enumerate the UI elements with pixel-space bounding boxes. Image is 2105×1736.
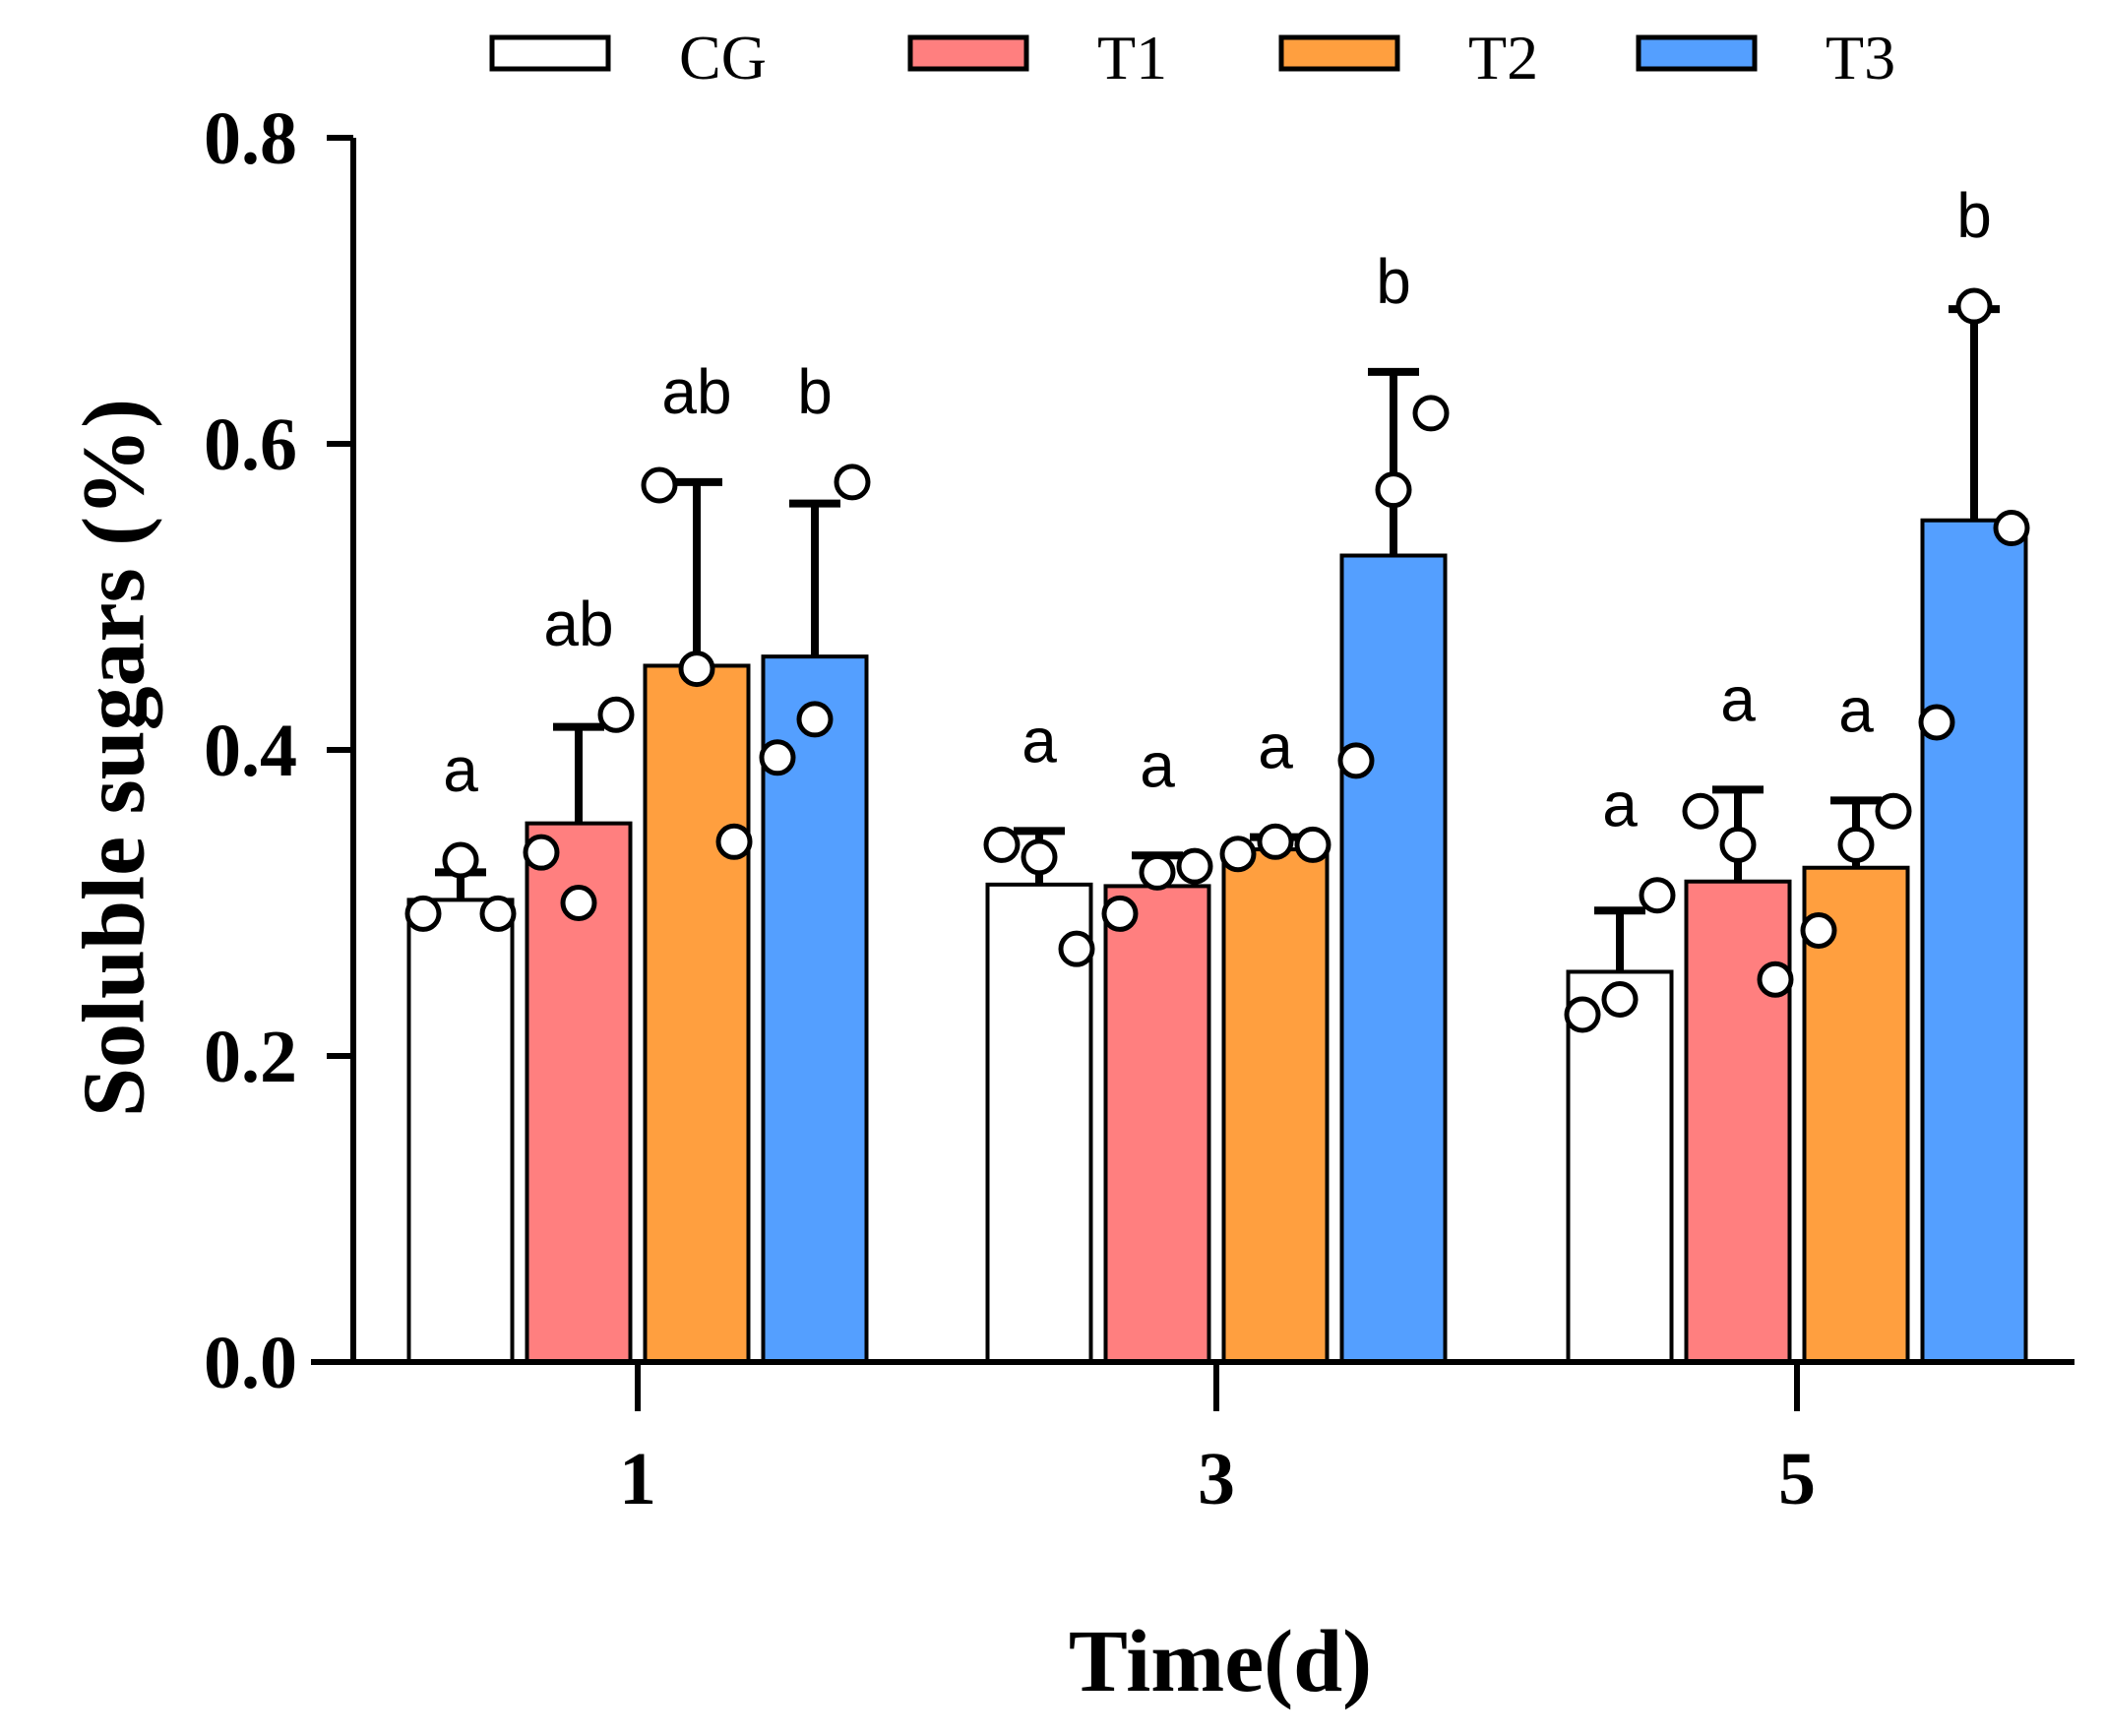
y-axis: 0.0 0.2 0.4 0.6 0.8	[204, 97, 353, 1404]
data-points	[404, 287, 2030, 1033]
y-tick-label: 0.4	[204, 710, 297, 792]
data-point	[1375, 471, 1412, 509]
data-point	[404, 895, 442, 932]
bar	[643, 663, 751, 1364]
y-tick-label: 0.8	[204, 97, 297, 180]
bar	[1920, 518, 2028, 1364]
significance-label: b	[797, 356, 833, 427]
data-point	[641, 466, 678, 504]
y-axis-title: Soluble sugars (%)	[66, 399, 163, 1117]
data-point	[1101, 895, 1139, 932]
x-tick-label: 3	[1198, 1438, 1235, 1520]
data-point	[678, 651, 715, 688]
data-point	[1837, 826, 1875, 863]
significance-label: a	[1838, 674, 1874, 745]
data-point	[597, 696, 635, 733]
data-point	[560, 885, 597, 921]
data-point	[1993, 510, 2030, 547]
significance-label: a	[1720, 663, 1756, 734]
x-axis: 1 3 5	[619, 1362, 1816, 1520]
legend-label: T2	[1468, 23, 1538, 93]
data-point	[1601, 980, 1639, 1018]
data-point	[1176, 847, 1213, 885]
legend-swatch	[907, 34, 1029, 72]
bar	[1221, 847, 1330, 1364]
significance-label: a	[443, 734, 478, 805]
y-tick-label: 0.6	[204, 403, 297, 486]
data-point	[1412, 395, 1450, 432]
legend-label: T1	[1097, 23, 1167, 93]
data-point	[479, 895, 517, 932]
significance-label: ab	[661, 356, 731, 427]
data-point	[1955, 287, 1993, 325]
x-tick-label: 5	[1778, 1438, 1816, 1520]
significance-label: ab	[543, 589, 613, 659]
x-tick-label: 1	[619, 1438, 656, 1520]
data-point	[983, 826, 1021, 863]
significance-label: a	[1258, 712, 1293, 782]
significance-label: b	[1956, 180, 1992, 251]
legend-swatch	[1636, 34, 1758, 72]
data-point	[442, 841, 479, 879]
legend: CG T1 T2 T3	[489, 23, 1895, 93]
bar	[1684, 879, 1792, 1364]
data-point	[1219, 836, 1257, 873]
data-point	[1139, 853, 1176, 891]
data-point	[1021, 838, 1058, 876]
bar	[1103, 884, 1211, 1365]
x-axis-title: Time(d)	[1069, 1613, 1372, 1710]
data-point	[1257, 823, 1294, 860]
data-point	[715, 823, 753, 860]
bars	[406, 518, 2028, 1365]
bar	[406, 898, 515, 1364]
significance-label: a	[1022, 705, 1057, 775]
data-point	[1918, 704, 1955, 741]
data-point	[1639, 877, 1676, 914]
data-point	[1682, 792, 1719, 830]
legend-label: CG	[679, 23, 767, 93]
data-point	[1757, 961, 1794, 998]
data-point	[1058, 930, 1095, 967]
data-point	[1564, 996, 1601, 1033]
significance-label: b	[1376, 246, 1411, 317]
data-point	[1719, 826, 1757, 863]
bar	[1339, 553, 1448, 1364]
data-point	[759, 739, 796, 776]
data-point	[1294, 826, 1331, 863]
legend-swatch	[489, 34, 611, 72]
y-tick-label: 0.0	[204, 1322, 297, 1404]
data-point	[1875, 792, 1912, 830]
significance-label: a	[1602, 770, 1638, 840]
significance-label: a	[1140, 729, 1175, 800]
data-point	[1800, 911, 1837, 949]
data-point	[1337, 742, 1375, 779]
data-point	[523, 834, 560, 871]
legend-swatch	[1278, 34, 1400, 72]
y-tick-label: 0.2	[204, 1016, 297, 1098]
data-point	[796, 701, 834, 738]
legend-label: T3	[1826, 23, 1895, 93]
data-point	[834, 464, 871, 501]
